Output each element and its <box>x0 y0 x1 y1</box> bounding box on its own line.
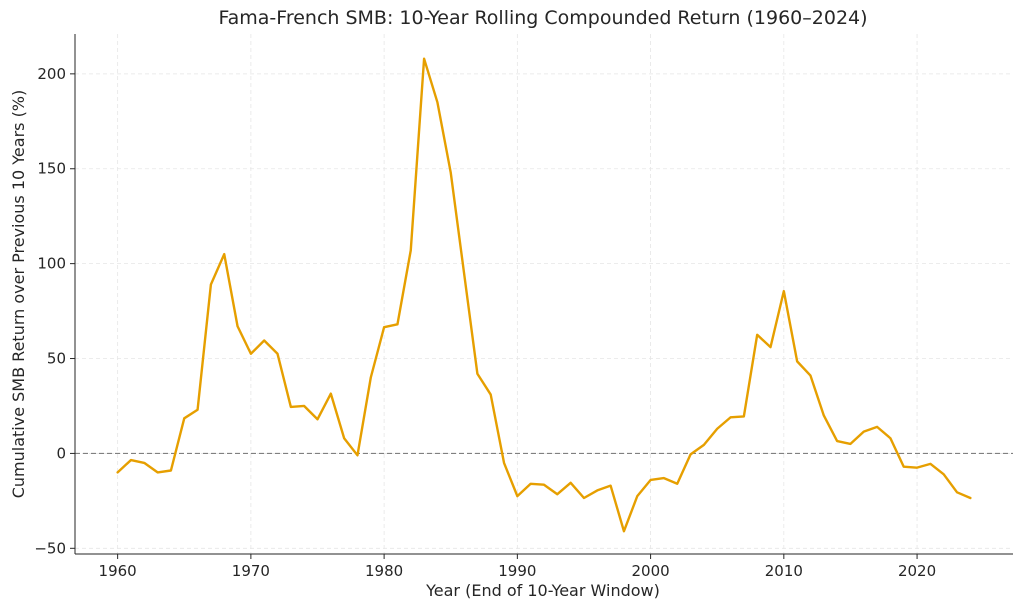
x-tick-label: 2000 <box>631 562 669 580</box>
x-tick-label: 1990 <box>498 562 536 580</box>
x-tick-label: 2020 <box>898 562 936 580</box>
y-tick-label: 150 <box>37 160 66 178</box>
y-tick-label: −50 <box>34 539 66 557</box>
series-layer <box>116 57 972 533</box>
x-axis-label: Year (End of 10-Year Window) <box>425 581 660 600</box>
x-tick-label: 2010 <box>765 562 803 580</box>
ticks: 1960 1970 1980 1990 2000 2010 2020 −50 0 50 100 150… <box>34 65 936 580</box>
y-axis-label: Cumulative SMB Return over Previous 10 Y… <box>9 90 28 499</box>
grid-lines <box>75 34 1013 554</box>
y-tick-label: 50 <box>47 350 66 368</box>
x-tick-label: 1980 <box>365 562 403 580</box>
x-tick-label: 1970 <box>232 562 270 580</box>
y-tick-label: 100 <box>37 255 66 273</box>
y-tick-label: 0 <box>56 444 66 462</box>
chart-title: Fama-French SMB: 10-Year Rolling Compoun… <box>218 7 867 29</box>
x-tick-label: 1960 <box>99 562 137 580</box>
y-tick-label: 200 <box>37 65 66 83</box>
series-line <box>116 57 972 533</box>
axes <box>74 34 1013 555</box>
